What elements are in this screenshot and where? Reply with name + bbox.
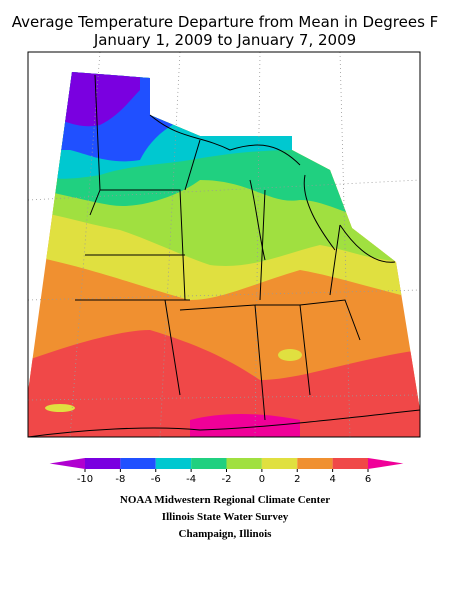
legend-tick-label: -6 xyxy=(151,474,161,485)
legend-swatch xyxy=(261,458,298,469)
legend-tick-label: -2 xyxy=(222,474,232,485)
legend-tick-label: 0 xyxy=(259,474,265,485)
credit-line: NOAA Midwestern Regional Climate Center xyxy=(120,494,330,506)
legend-tick-label: 6 xyxy=(365,474,371,485)
legend-low-arrow xyxy=(49,458,85,469)
legend-swatch xyxy=(120,458,156,469)
map-title: Average Temperature Departure from Mean … xyxy=(12,13,439,31)
credit-line: Champaign, Illinois xyxy=(179,528,273,540)
credit-line: Illinois State Water Survey xyxy=(162,511,289,523)
legend-tick-label: 2 xyxy=(294,474,300,485)
legend-swatch xyxy=(297,458,333,469)
legend-swatch xyxy=(85,458,121,469)
legend-swatch xyxy=(226,458,262,469)
legend-swatch xyxy=(191,458,227,469)
map-borders xyxy=(27,51,421,438)
legend-tick-label: 4 xyxy=(329,474,335,485)
temperature-field xyxy=(28,72,420,437)
legend-tick-label: -10 xyxy=(77,474,93,485)
legend-swatch xyxy=(155,458,192,469)
legend-swatch xyxy=(332,458,368,469)
map-frame xyxy=(27,51,421,438)
color-legend: -10 -8 -6 -4 -2 0 2 4 6 xyxy=(49,458,404,485)
legend-tick-label: -4 xyxy=(186,474,196,485)
legend-high-arrow xyxy=(368,458,404,469)
legend-tick-label: -8 xyxy=(115,474,125,485)
map-subtitle: January 1, 2009 to January 7, 2009 xyxy=(93,31,356,49)
